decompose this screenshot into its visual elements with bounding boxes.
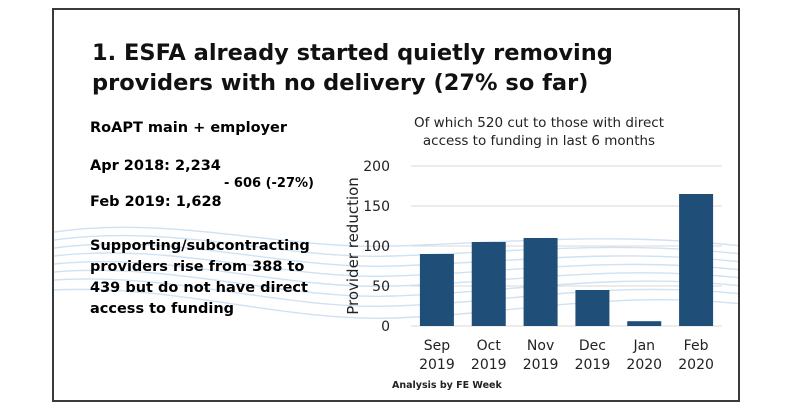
bar	[627, 321, 662, 326]
supporting-providers-note: Supporting/subcontracting providers rise…	[90, 238, 310, 317]
x-tick-label: Jan	[632, 338, 655, 354]
x-tick-label: 2019	[471, 357, 507, 373]
y-tick-label: 150	[363, 199, 390, 215]
x-tick-label: Nov	[527, 338, 554, 354]
background-waves	[54, 226, 738, 319]
y-tick-label: 50	[372, 279, 390, 295]
slide-title: 1. ESFA already started quietly removing…	[92, 40, 613, 96]
bar	[679, 194, 714, 326]
footer-credit: Analysis by FE Week	[392, 380, 502, 391]
y-axis-label: Provider reduction	[344, 177, 362, 315]
x-tick-label: Feb	[684, 338, 709, 354]
bar	[575, 290, 610, 326]
y-tick-label: 0	[381, 319, 390, 335]
bar	[523, 238, 558, 326]
x-tick-label: 2020	[678, 357, 714, 373]
x-tick-label: 2019	[575, 357, 611, 373]
x-tick-label: Oct	[477, 338, 502, 354]
x-tick-label: 2019	[523, 357, 559, 373]
x-tick-label: 2020	[626, 357, 662, 373]
bar	[419, 254, 454, 326]
x-tick-label: 2019	[419, 357, 455, 373]
y-tick-label: 200	[363, 159, 390, 175]
y-tick-label: 100	[363, 239, 390, 255]
x-tick-label: Dec	[579, 338, 606, 354]
feb-2019-count: Feb 2019: 1,628	[90, 194, 222, 210]
roapt-heading: RoAPT main + employer	[90, 120, 288, 136]
chart-title: Of which 520 cut to those with direct ac…	[413, 115, 665, 149]
bar	[471, 242, 506, 326]
apr-2018-count: Apr 2018: 2,234	[90, 158, 221, 174]
reduction-change: - 606 (-27%)	[224, 176, 314, 191]
x-tick-label: Sep	[424, 338, 451, 354]
slide: 1. ESFA already started quietly removing…	[52, 8, 740, 402]
